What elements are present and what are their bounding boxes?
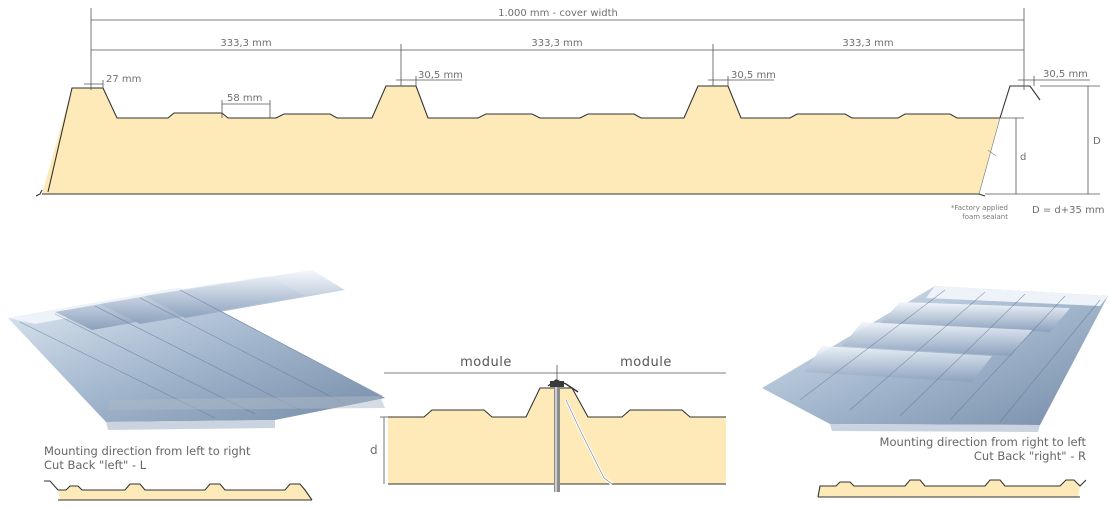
joint-depth-label: d bbox=[370, 443, 378, 457]
module-2-label: 333,3 mm bbox=[531, 38, 582, 49]
rib-width-2-label: 30,5 mm bbox=[418, 70, 463, 81]
height-formula: D = d+35 mm bbox=[1032, 205, 1105, 216]
fastener-head bbox=[550, 381, 564, 387]
top-cross-section: 1.000 mm - cover width 333,3 mm 333,3 mm… bbox=[35, 8, 1105, 221]
bottom-steel-sheet bbox=[35, 189, 986, 197]
valley-rib-label: 58 mm bbox=[227, 93, 262, 104]
rib-width-3-label: 30,5 mm bbox=[731, 70, 776, 81]
right-panel-render: Mounting direction from right to left Cu… bbox=[762, 286, 1108, 463]
right-caption-line1: Mounting direction from right to left bbox=[880, 435, 1087, 449]
left-caption-line1: Mounting direction from left to right bbox=[44, 444, 251, 458]
rib-width-end-label: 30,5 mm bbox=[1043, 69, 1088, 80]
joint-detail: module module d bbox=[370, 355, 726, 492]
left-caption-line2: Cut Back "left" - L bbox=[44, 458, 147, 472]
sealant-marker bbox=[987, 149, 997, 157]
left-small-profile bbox=[44, 480, 313, 501]
overlap-rib bbox=[999, 85, 1041, 119]
module-1-label: 333,3 mm bbox=[220, 38, 271, 49]
rib-width-first-label: 27 mm bbox=[106, 74, 141, 85]
right-small-profile bbox=[817, 479, 1087, 498]
foam-core bbox=[42, 86, 1000, 194]
height-d-label: d bbox=[1020, 152, 1026, 163]
module-3-label: 333,3 mm bbox=[842, 38, 893, 49]
sealant-note-line1: *Factory applied bbox=[951, 204, 1008, 212]
cover-width-label: 1.000 mm - cover width bbox=[498, 8, 618, 19]
height-D-label: D bbox=[1093, 136, 1101, 147]
sealant-note-line2: foam sealant bbox=[962, 213, 1008, 221]
left-panel-render: Mounting direction from left to right Cu… bbox=[8, 270, 385, 472]
module-right-label: module bbox=[620, 355, 672, 370]
right-caption-line2: Cut Back "right" - R bbox=[974, 449, 1086, 463]
module-left-label: module bbox=[460, 355, 512, 370]
